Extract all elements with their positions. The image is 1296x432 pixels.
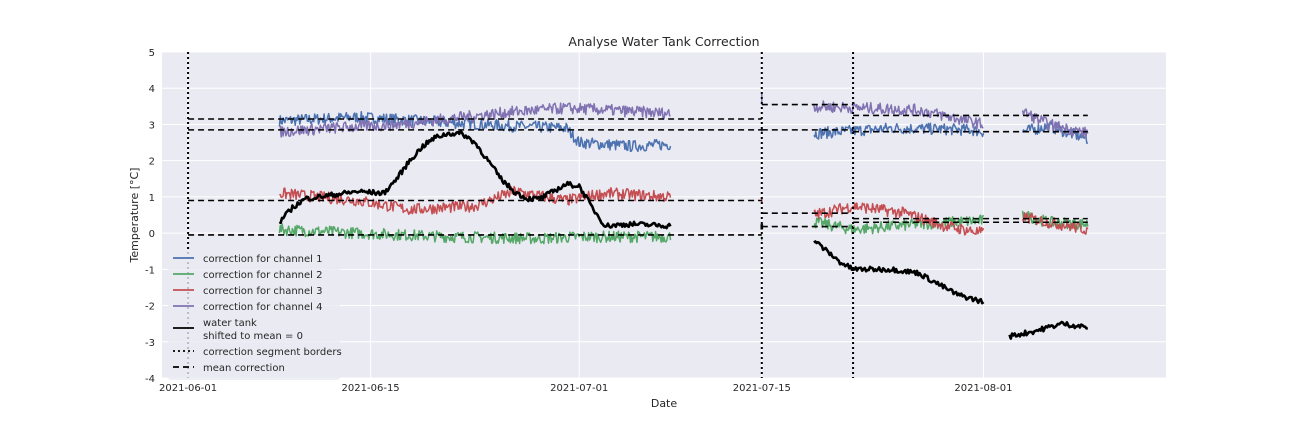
legend-label: correction for channel 1 (203, 254, 322, 265)
x-tick-label: 2021-08-01 (954, 383, 1012, 394)
legend-label: mean correction (203, 363, 285, 374)
series-line (278, 110, 672, 153)
legend-box (168, 249, 340, 380)
x-tick-labels: 2021-06-01 2021-06-15 2021-07-01 2021-07-15… (159, 383, 1013, 394)
series-line (1021, 121, 1089, 144)
series-line (1021, 211, 1089, 235)
series-4 (279, 93, 1089, 139)
y-tick-label: 3 (149, 120, 155, 131)
y-axis-label: Temperature [°C] (128, 168, 141, 264)
series-line (813, 240, 985, 305)
x-tick-label: 2021-06-15 (342, 383, 400, 394)
series-line (1008, 320, 1088, 340)
y-tick-label: 2 (149, 157, 155, 168)
chart-title: Analyse Water Tank Correction (568, 34, 759, 49)
y-tick-label: -4 (145, 374, 155, 385)
series-line (278, 223, 672, 245)
y-tick-label: -3 (145, 338, 155, 349)
y-tick-label: 5 (149, 48, 155, 59)
series-3 (278, 185, 1089, 236)
series-line (813, 122, 985, 140)
legend-label: correction segment borders (203, 347, 342, 358)
legend-label: correction for channel 2 (203, 270, 322, 281)
plot-content (187, 52, 1089, 378)
series-1 (278, 110, 1089, 153)
series-line (278, 129, 672, 230)
x-tick-label: 2021-07-01 (550, 383, 608, 394)
series-line (278, 185, 672, 216)
series-line (279, 102, 671, 138)
x-axis-label: Date (651, 397, 678, 410)
x-tick-label: 2021-06-01 (159, 383, 217, 394)
series-7 (188, 103, 1088, 236)
legend: correction for channel 1 correction for c… (168, 249, 342, 380)
y-tick-label: 4 (149, 84, 155, 95)
legend-label: correction for channel 3 (203, 286, 322, 297)
legend-label: water tank shifted to mean = 0 (203, 318, 303, 342)
y-tick-label: 0 (149, 229, 155, 240)
series-5 (278, 129, 1088, 340)
y-tick-label: 1 (149, 193, 155, 204)
series-line (813, 100, 984, 130)
y-tick-labels: -4 -3 -2 -1 0 1 2 3 4 5 (145, 48, 155, 385)
y-tick-label: -2 (145, 302, 155, 313)
series-line (1021, 108, 1089, 139)
x-tick-label: 2021-07-15 (733, 383, 791, 394)
legend-label: correction for channel 4 (203, 302, 322, 313)
y-tick-label: -1 (145, 265, 155, 276)
series-line (813, 202, 985, 236)
